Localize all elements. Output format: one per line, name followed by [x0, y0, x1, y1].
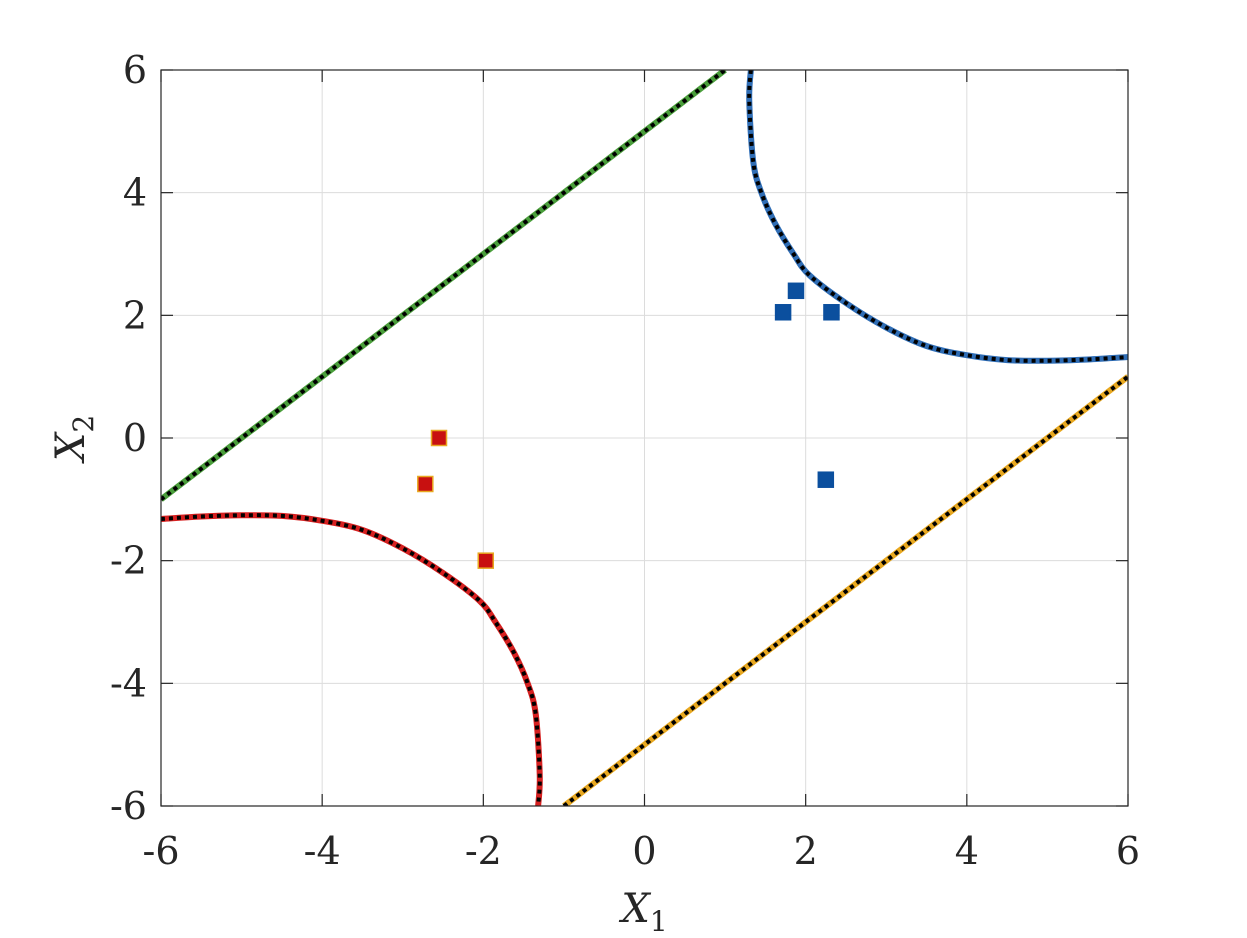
x-tick-label: 2 [794, 829, 818, 873]
y-axis-label: X2 [48, 415, 100, 464]
data-point-class-2 [430, 429, 448, 447]
boundary-dash-3 [161, 513, 542, 806]
y-tick-label: 6 [123, 48, 147, 92]
x-tick-labels: -6 -4 -2 0 2 4 6 [142, 829, 1140, 873]
y-tick-label: -4 [110, 661, 147, 705]
data-point-class-1 [823, 304, 840, 321]
data-point-class-1 [774, 304, 792, 321]
y-tick-label: -6 [110, 784, 147, 828]
curve-group [161, 70, 1128, 806]
data-points [417, 282, 840, 569]
x-tick-label: -2 [465, 829, 502, 873]
boundary-dash-2 [747, 70, 1128, 363]
x-tick-label: -6 [142, 829, 179, 873]
data-point-class-2 [417, 475, 434, 493]
boundary-dash-0 [161, 70, 727, 501]
x-tick-label: -4 [304, 829, 341, 873]
data-point-class-1 [787, 282, 805, 300]
x-axis-label: X1 [618, 886, 667, 938]
y-tick-label: 2 [123, 293, 147, 337]
x-tick-label: 6 [1116, 829, 1140, 873]
y-tick-labels: -6 -4 -2 0 2 4 6 [110, 48, 147, 828]
y-tick-label: -2 [110, 539, 147, 583]
y-tick-label: 4 [123, 171, 147, 215]
data-point-class-1 [817, 471, 835, 488]
y-tick-label: 0 [123, 416, 147, 460]
data-point-class-2 [477, 552, 495, 569]
ticks [160, 69, 1129, 807]
boundary-curves [161, 70, 1128, 806]
boundary-dash-1 [562, 375, 1128, 806]
x-tick-label: 4 [955, 829, 979, 873]
x-tick-label: 0 [632, 829, 656, 873]
